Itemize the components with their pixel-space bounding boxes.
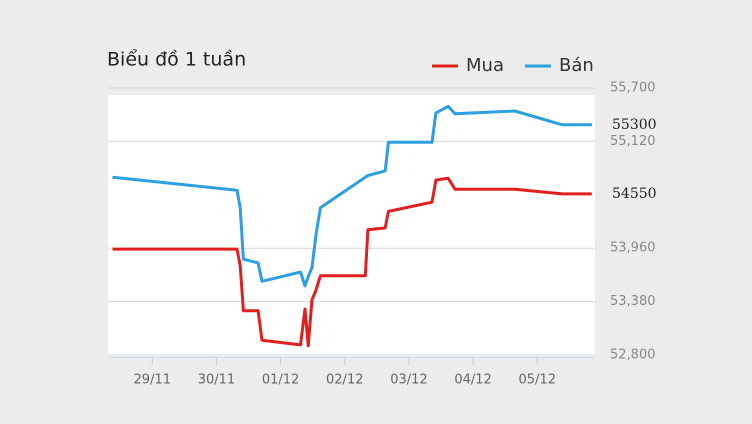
x-tick-label: 30/11 — [198, 373, 235, 388]
y-tick-label: 53,960 — [610, 241, 656, 256]
x-tick-label: 05/12 — [519, 373, 556, 388]
plot-area — [108, 95, 595, 357]
legend-label: Bán — [559, 55, 594, 76]
x-tick-label: 04/12 — [454, 373, 491, 388]
x-tick-label: 29/11 — [134, 373, 171, 388]
x-tick-label: 01/12 — [262, 373, 299, 388]
y-tick-label: 52,800 — [610, 348, 656, 363]
series-line — [112, 176, 592, 348]
chart-title: Biểu đồ 1 tuần — [107, 49, 246, 71]
x-tick-label: 03/12 — [390, 373, 427, 388]
x-tick-label: 02/12 — [326, 373, 363, 388]
y-tick-label: 53,380 — [610, 294, 656, 309]
legend-label: Mua — [466, 55, 504, 76]
last-value-label: 54550 — [612, 186, 657, 202]
y-tick-label: 55,700 — [610, 81, 656, 96]
last-value-label: 55300 — [612, 117, 657, 133]
series-line — [112, 104, 592, 288]
y-tick-label: 55,120 — [610, 134, 656, 149]
